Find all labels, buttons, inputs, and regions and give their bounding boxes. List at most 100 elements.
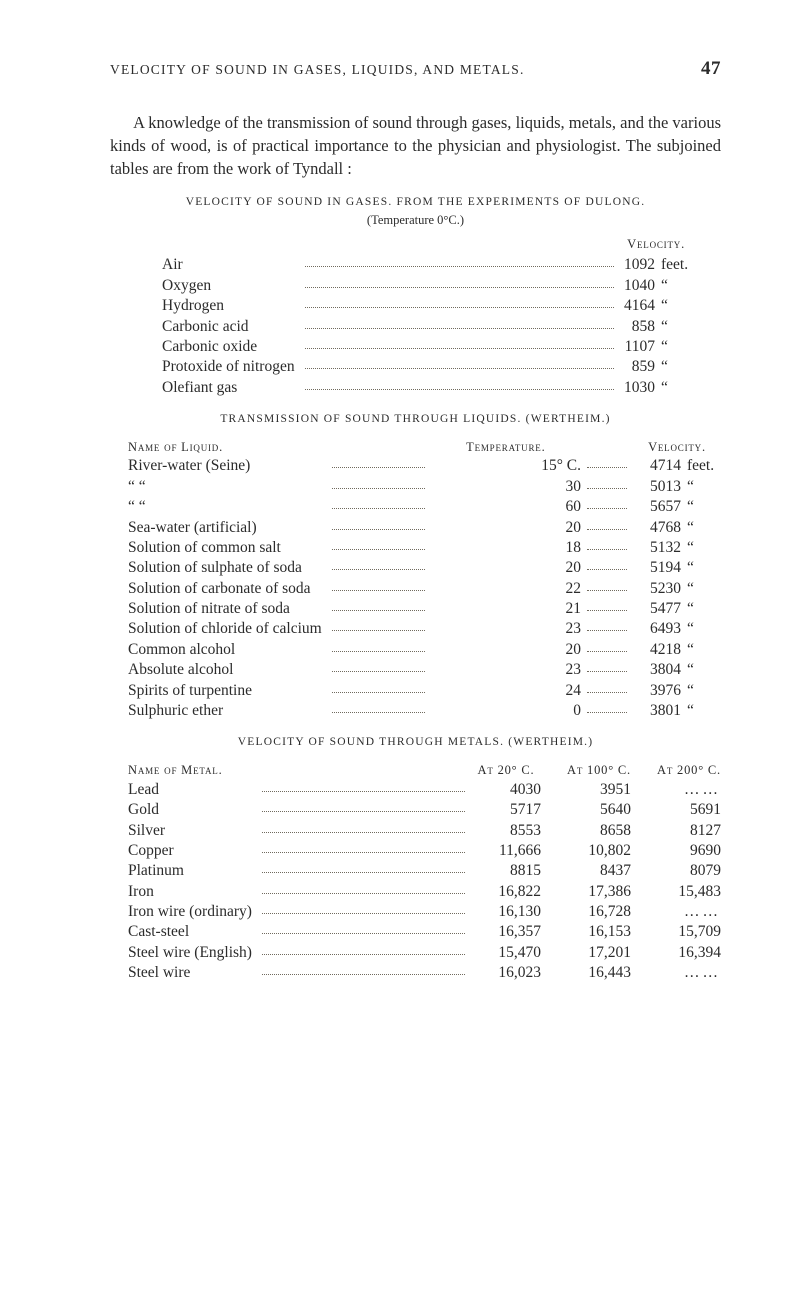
dot-leader: [332, 479, 425, 489]
gases-unit: “: [661, 379, 668, 396]
dot-leader: [262, 863, 465, 873]
dot-leader: [587, 601, 627, 611]
liquids-name: Spirits of turpentine: [128, 682, 252, 699]
metals-name: Silver: [128, 822, 165, 839]
metals-t20: 8815: [510, 862, 541, 879]
liquids-head-temp: Temperature.: [466, 440, 545, 454]
metals-name: Lead: [128, 781, 159, 798]
gases-value: 859: [632, 358, 655, 375]
metals-head-name: Name of Metal.: [128, 763, 223, 777]
dot-leader: [262, 802, 465, 812]
liquids-temp: 20: [565, 641, 581, 658]
metals-t20: 15,470: [498, 944, 541, 961]
dot-leader: [305, 359, 614, 369]
liquids-row: Solution of nitrate of soda215477“: [128, 599, 721, 619]
dot-leader: [305, 257, 614, 267]
liquids-unit: “: [687, 600, 694, 617]
liquids-head-row: Name of Liquid. Temperature. Velocity.: [128, 439, 721, 456]
metals-t20: 16,822: [498, 883, 541, 900]
dot-leader: [305, 298, 614, 308]
gases-row: Hydrogen4164“: [162, 296, 697, 316]
dot-leader: [332, 499, 425, 509]
liquids-unit: “: [687, 539, 694, 556]
metals-t200: 8127: [690, 822, 721, 839]
liquids-temp: 22: [565, 580, 581, 597]
gases-row: Protoxide of nitrogen 859 “: [162, 357, 697, 377]
dot-leader: [262, 822, 465, 832]
metals-t100: 16,443: [588, 964, 631, 981]
liquids-value: 3801: [650, 702, 681, 719]
liquids-unit: feet.: [687, 457, 714, 474]
liquids-row: Absolute alcohol233804“: [128, 660, 721, 680]
metals-head-200: At 200° C.: [657, 763, 721, 777]
gases-row: Olefiant gas1030“: [162, 377, 697, 397]
liquids-row: River-water (Seine)15° C.4714feet.: [128, 456, 721, 476]
liquids-unit: “: [687, 498, 694, 515]
liquids-name: Solution of carbonate of soda: [128, 580, 311, 597]
gases-value: 1092: [624, 256, 655, 273]
liquids-unit: “: [687, 580, 694, 597]
gases-unit: “: [661, 277, 668, 294]
metals-t100: 16,153: [588, 923, 631, 940]
metals-name: Gold: [128, 801, 159, 818]
metals-t20: 16,130: [498, 903, 541, 920]
dot-leader: [262, 965, 465, 975]
metals-t200: ……: [684, 781, 721, 798]
gases-unit: “: [661, 358, 668, 375]
metals-t200: 5691: [690, 801, 721, 818]
metals-t100: 10,802: [588, 842, 631, 859]
dot-leader: [332, 519, 425, 529]
metals-table: Name of Metal. At 20° C. At 100° C. At 2…: [128, 763, 721, 983]
liquids-value: 5194: [650, 559, 681, 576]
gases-row: Oxygen 1040 “: [162, 275, 697, 295]
gases-name: Hydrogen: [162, 297, 224, 314]
metals-t100: 3951: [600, 781, 631, 798]
liquids-temp: 20: [565, 559, 581, 576]
liquids-head-vel: Velocity.: [648, 440, 706, 454]
gases-table: Air1092feet.Oxygen1040“Hydrogen4164“Carb…: [162, 255, 697, 398]
dot-leader: [305, 339, 614, 349]
liquids-temp: 24: [565, 682, 581, 699]
metals-head-100: At 100° C.: [567, 763, 631, 777]
dot-leader: [587, 662, 627, 672]
dot-leader: [587, 479, 627, 489]
gases-value: 1030: [624, 379, 655, 396]
gases-value: 1040: [624, 277, 655, 294]
gases-name: Carbonic oxide: [162, 338, 257, 355]
dot-leader: [587, 519, 627, 529]
gases-value: 1107: [625, 338, 655, 355]
metals-t20: 11,666: [499, 842, 541, 859]
dot-leader: [587, 499, 627, 509]
liquids-row: Sulphuric ether03801“: [128, 700, 721, 720]
gases-name: Protoxide of nitrogen: [162, 358, 295, 375]
liquids-name: Solution of nitrate of soda: [128, 600, 290, 617]
liquids-value: 5132: [650, 539, 681, 556]
gases-temp-note: (Temperature 0°C.): [110, 212, 721, 229]
liquids-temp: 0: [573, 702, 581, 719]
liquids-value: 3804: [650, 661, 681, 678]
metals-t200: ……: [684, 903, 721, 920]
metals-t100: 8437: [600, 862, 631, 879]
liquids-temp: 30: [565, 478, 581, 495]
gases-name: Carbonic acid: [162, 318, 249, 335]
metals-heading: VELOCITY OF SOUND THROUGH METALS. (WERTH…: [110, 735, 721, 751]
dot-leader: [587, 580, 627, 590]
liquids-value: 5230: [650, 580, 681, 597]
liquids-row: Common alcohol204218“: [128, 639, 721, 659]
liquids-unit: “: [687, 641, 694, 658]
body-paragraph: A knowledge of the transmission of sound…: [110, 112, 721, 180]
metals-t100: 5640: [600, 801, 631, 818]
metals-name: Steel wire: [128, 964, 190, 981]
liquids-unit: “: [687, 620, 694, 637]
liquids-name: River-water (Seine): [128, 457, 250, 474]
dot-leader: [262, 924, 465, 934]
liquids-name: Sea-water (artificial): [128, 519, 257, 536]
liquids-unit: “: [687, 559, 694, 576]
metals-row: Gold571756405691: [128, 800, 721, 820]
gases-name: Oxygen: [162, 277, 211, 294]
gases-row: Carbonic acid858“: [162, 316, 697, 336]
liquids-name: Sulphuric ether: [128, 702, 223, 719]
liquids-value: 5013: [650, 478, 681, 495]
metals-t100: 17,201: [588, 944, 631, 961]
metals-t20: 16,357: [498, 923, 541, 940]
